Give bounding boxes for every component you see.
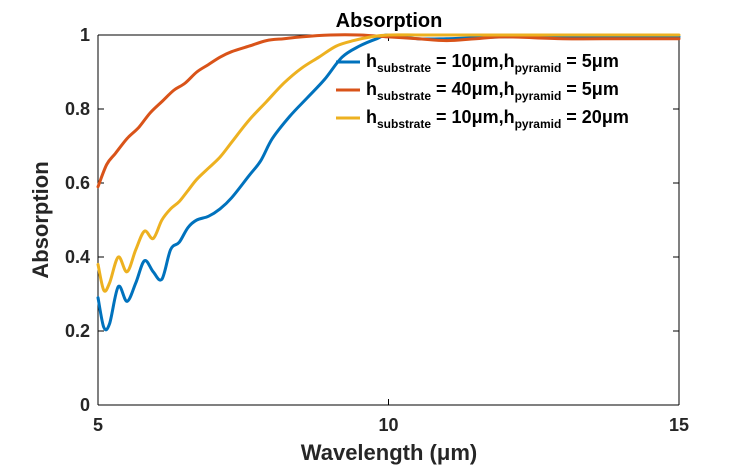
y-tick-label: 1 [80,25,90,45]
chart-legend: hsubstrate = 10μm,hpyramid = 5μm hsubstra… [336,51,629,131]
y-tick-label: 0.2 [65,321,90,341]
series-lines [96,33,681,332]
x-tick-label: 15 [669,415,689,435]
legend-entry-2: hsubstrate = 40μm,hpyramid = 5μm [366,79,619,103]
x-tick-label: 10 [378,415,398,435]
y-tick-label: 0 [80,395,90,415]
legend-entry-1: hsubstrate = 10μm,hpyramid = 5μm [366,51,619,75]
series-line-2 [96,33,681,189]
y-tick-label: 0.6 [65,173,90,193]
series-line-3 [96,33,681,293]
x-tick-label: 5 [93,415,103,435]
y-axis-label: Absorption [28,161,53,278]
y-tick-label: 0.4 [65,247,90,267]
legend-entry-3: hsubstrate = 10μm,hpyramid = 20μm [366,107,629,131]
chart-title: Absorption [336,10,443,32]
x-axis-label: Wavelength (μm) [301,440,477,465]
axis-ticks: 5 10 15 0 0.2 0.4 0.6 0.8 1 [65,25,689,435]
y-tick-label: 0.8 [65,99,90,119]
